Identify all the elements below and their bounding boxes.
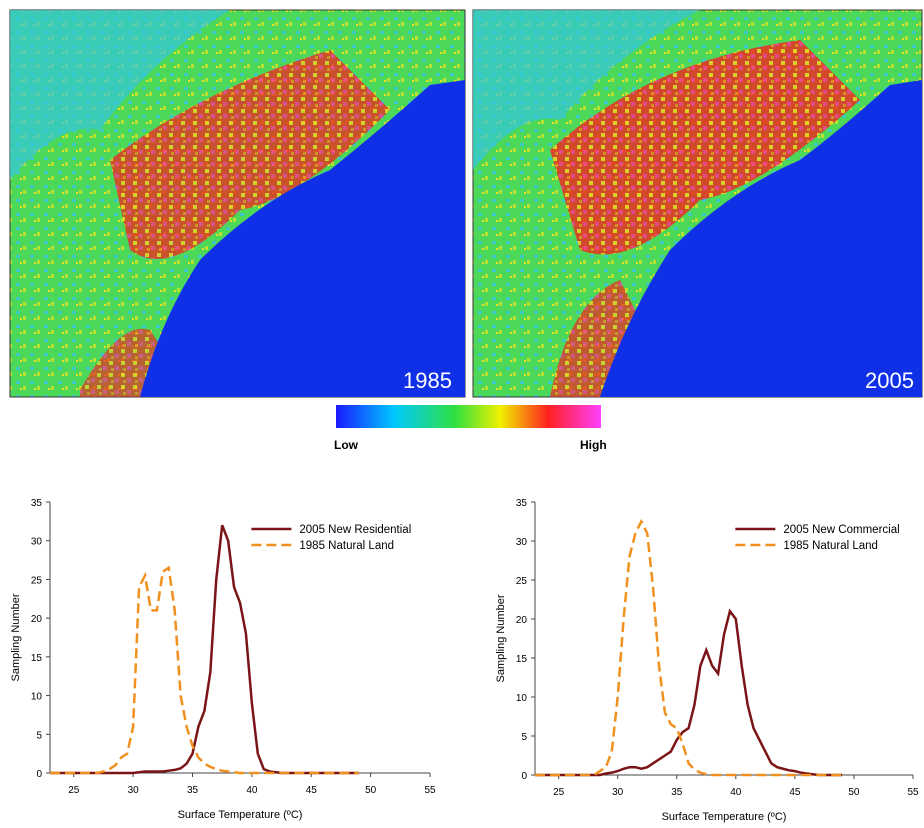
map-2005: 2005 [472,9,923,398]
map-cool-area [473,10,700,170]
map-urban [550,40,860,255]
x-axis-title: Surface Temperature (ºC) [662,811,787,823]
x-tick-label: 50 [848,787,860,798]
y-tick-label: 30 [516,537,528,548]
series-line [535,608,843,777]
map-water [140,80,465,397]
x-tick-label: 30 [128,785,140,796]
x-tick-label: 40 [730,787,742,798]
map-water [600,80,922,397]
y-tick-label: 20 [31,614,43,625]
y-tick-label: 5 [521,732,527,743]
y-tick-label: 10 [31,692,43,703]
x-tick-label: 55 [424,785,436,796]
y-tick-label: 35 [31,498,43,509]
series-line [50,565,359,775]
y-tick-label: 15 [516,654,528,665]
x-tick-label: 45 [306,785,318,796]
series-line [50,524,359,775]
y-tick-label: 5 [36,730,42,741]
x-tick-label: 35 [671,787,683,798]
x-tick-label: 55 [907,787,919,798]
colorbar-high: High [580,438,607,452]
legend-label: 2005 New Commercial [783,524,899,536]
y-tick-label: 30 [31,537,43,548]
colorbar [336,405,601,428]
x-tick-label: 40 [246,785,258,796]
legend-label: 1985 Natural Land [783,540,878,552]
colorbar-low: Low [334,438,359,452]
x-tick-label: 25 [68,785,80,796]
map-1985: 1985 [9,9,466,398]
map-urban [550,280,640,397]
legend-label: 2005 New Residential [299,524,411,536]
map-urban [110,50,390,259]
legend-label: 1985 Natural Land [299,540,394,552]
y-tick-label: 25 [516,576,528,587]
y-tick-label: 0 [36,769,42,780]
y-tick-label: 10 [516,693,528,704]
y-tick-label: 35 [516,498,528,509]
map-year: 1985 [403,368,452,393]
map-cool-area [10,10,230,180]
y-tick-label: 0 [521,771,527,782]
x-tick-label: 50 [365,785,377,796]
y-axis-title: Sampling Number [495,594,507,682]
y-tick-label: 20 [516,615,528,626]
x-tick-label: 45 [789,787,801,798]
map-year: 2005 [865,368,914,393]
series-line [535,518,843,777]
y-axis-title: Sampling Number [10,593,22,681]
x-axis-title: Surface Temperature (ºC) [178,809,303,821]
x-tick-label: 30 [612,787,624,798]
x-tick-label: 35 [187,785,199,796]
y-tick-label: 15 [31,653,43,664]
x-tick-label: 25 [553,787,565,798]
y-tick-label: 25 [31,575,43,586]
